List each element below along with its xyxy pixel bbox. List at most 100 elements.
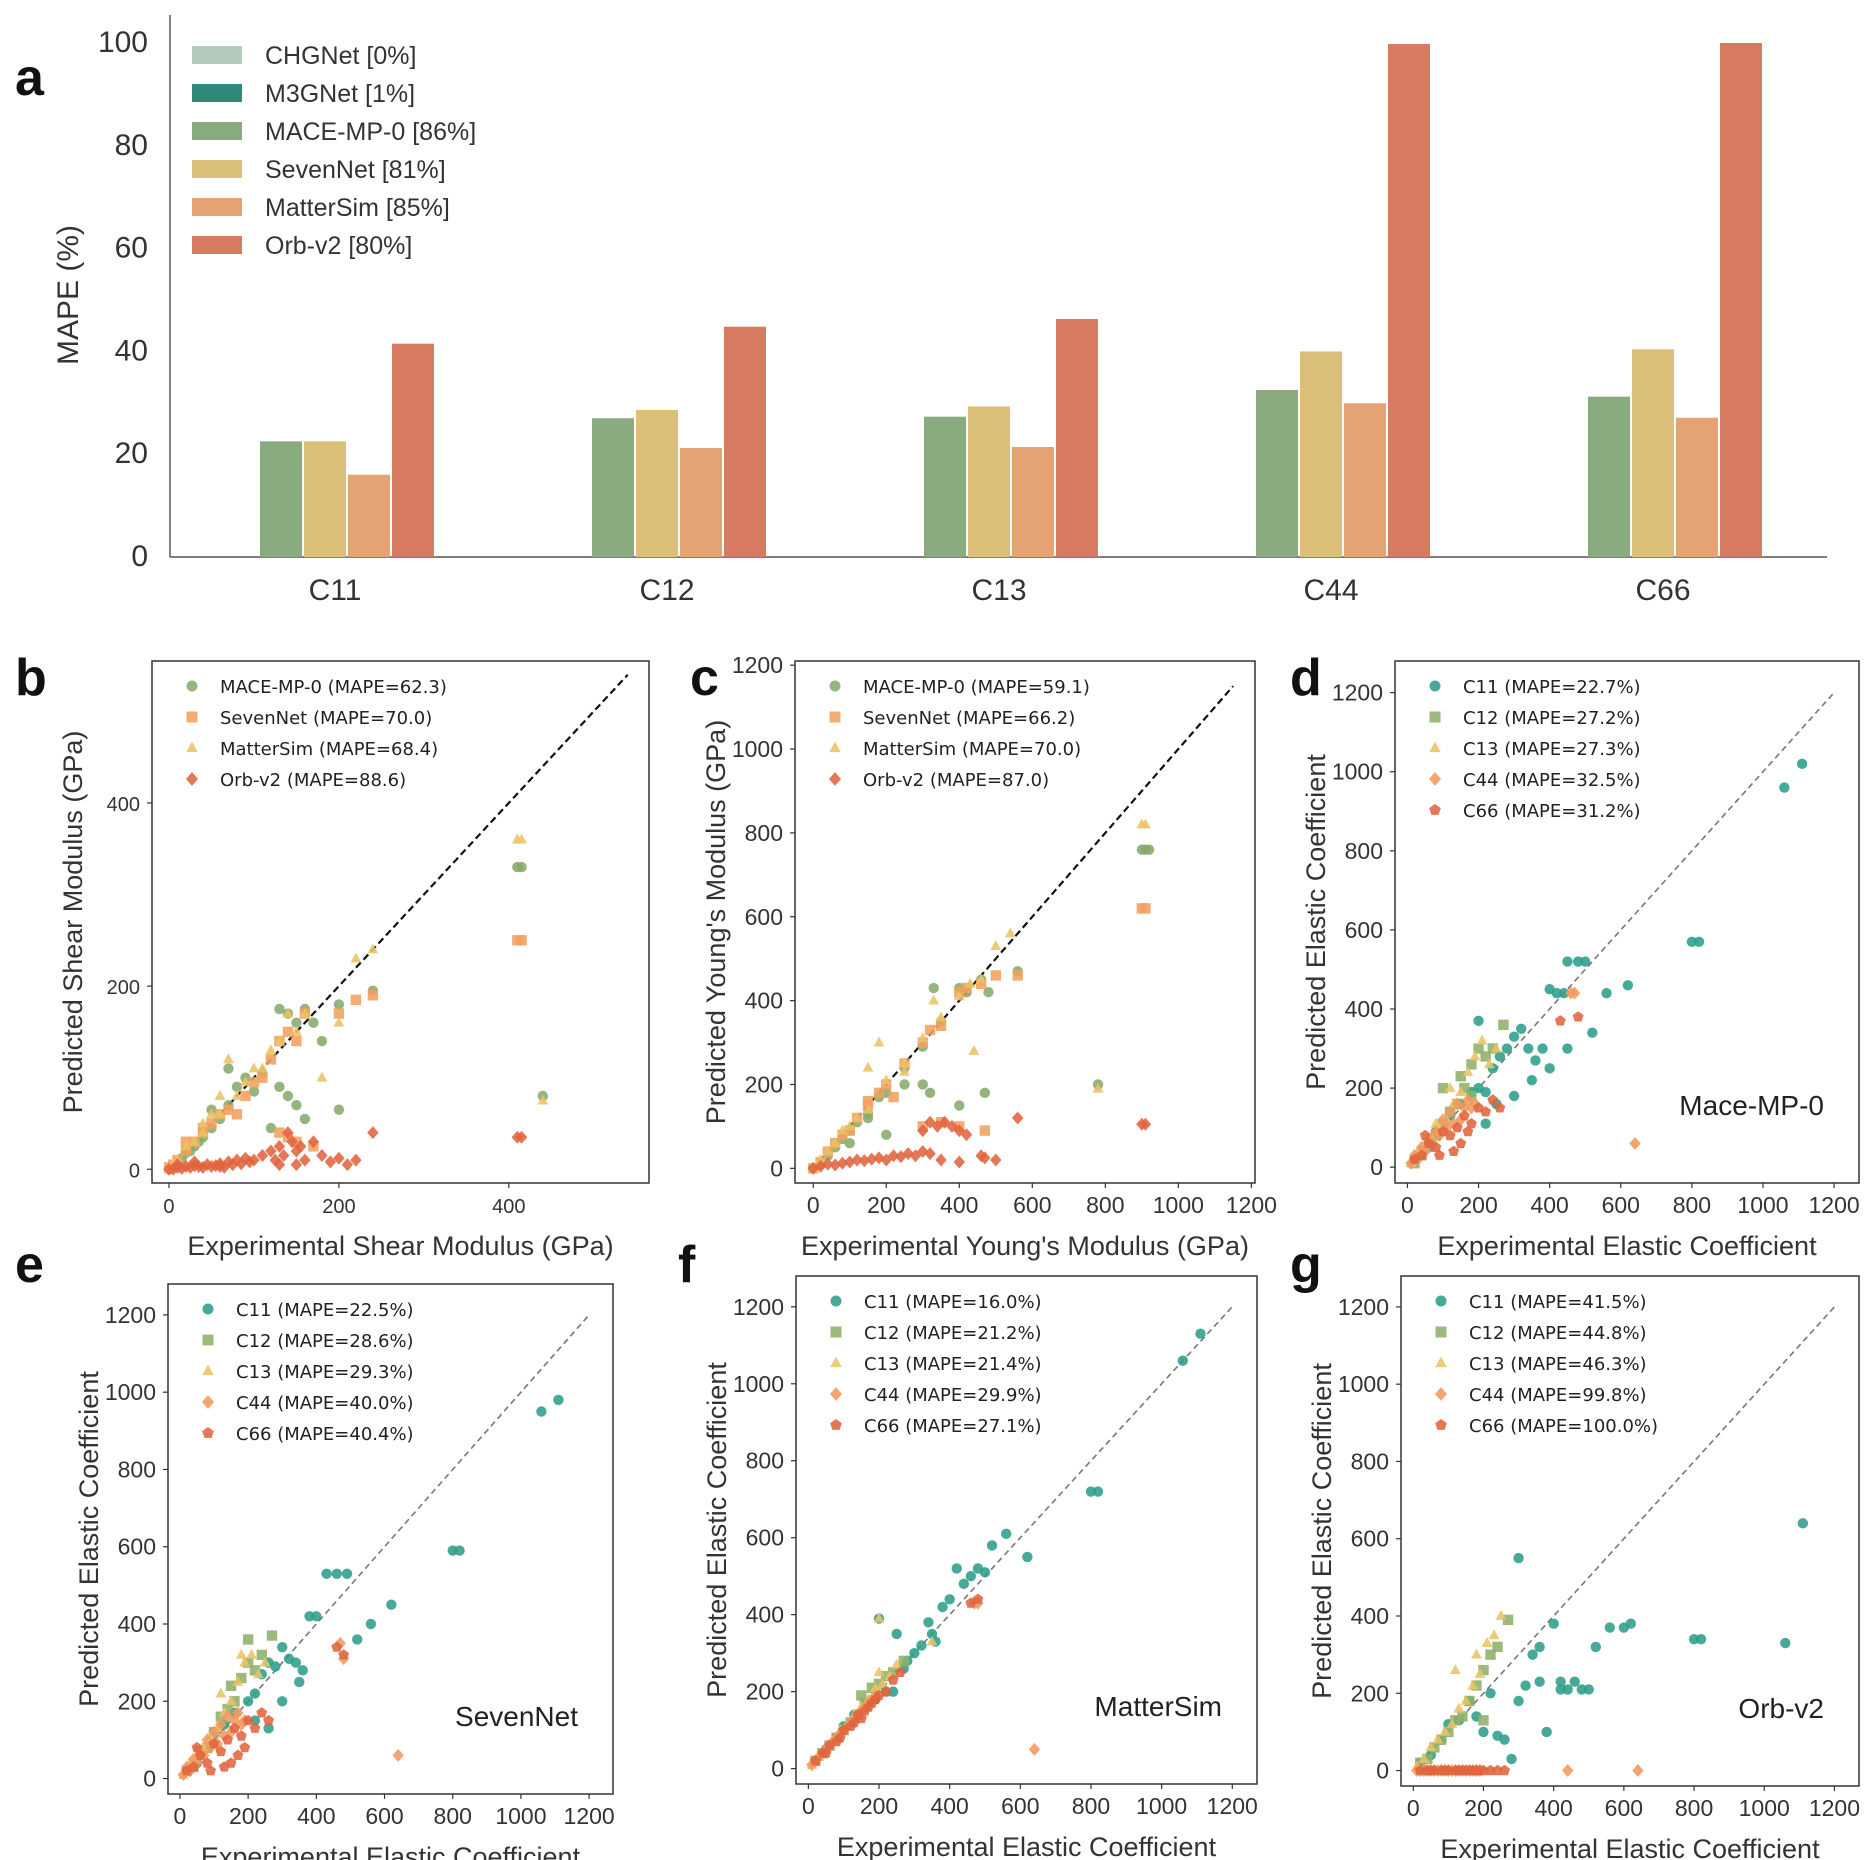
data-point (1480, 1051, 1491, 1062)
data-point (277, 1641, 288, 1653)
x-axis-title: Experimental Shear Modulus (GPa) (187, 1231, 613, 1261)
y-tick-label: 0 (770, 1155, 783, 1181)
data-point (1572, 1011, 1584, 1022)
legend-swatch-a (192, 46, 242, 64)
data-point (829, 1137, 841, 1148)
data-point (273, 1035, 285, 1045)
data-point (341, 1568, 353, 1579)
legend-marker (1435, 1326, 1447, 1338)
panel-label-d: d (1290, 649, 1322, 707)
y-tick-label: 200 (107, 977, 140, 999)
y-tick-label: 600 (1345, 917, 1383, 943)
x-tick-label: 800 (1086, 1192, 1124, 1218)
data-point (917, 1145, 929, 1159)
data-point (1490, 1042, 1502, 1053)
data-point (935, 1011, 947, 1022)
y-tick-label: 0 (771, 1756, 784, 1782)
data-point (229, 1696, 240, 1707)
data-point (225, 1695, 237, 1706)
data-point (225, 1680, 237, 1692)
bar (968, 406, 1010, 557)
legend-entry: Orb-v2 (MAPE=87.0) (863, 770, 1049, 791)
legend-entry: C13 (MAPE=46.3%) (1469, 1354, 1647, 1375)
y-tick-label: 800 (118, 1456, 156, 1482)
y-tick-label: 200 (1351, 1680, 1389, 1706)
data-point (1480, 1118, 1491, 1129)
data-point (307, 1135, 320, 1149)
data-point (851, 1112, 863, 1122)
legend-marker (830, 1326, 842, 1338)
model-label: Orb-v2 (1738, 1693, 1824, 1724)
data-point (386, 1599, 397, 1610)
data-point (917, 1037, 928, 1048)
data-point (1415, 1140, 1428, 1154)
legend-entry: C12 (MAPE=28.6%) (236, 1331, 414, 1352)
data-point (266, 1630, 278, 1641)
data-point (862, 1103, 874, 1114)
data-point (844, 1120, 856, 1131)
data-point (1425, 1764, 1437, 1776)
data-point (282, 1090, 294, 1102)
data-point (1520, 1680, 1531, 1691)
data-point (990, 970, 1001, 981)
data-point (1488, 1629, 1500, 1640)
x-tick-label: 600 (1001, 1793, 1039, 1819)
data-point (1544, 1063, 1555, 1074)
panel-e: e 0 200 400 600 800 1000 1200 0 200 400 600 800 1000 1… (15, 1236, 615, 1860)
bar (1344, 403, 1386, 557)
data-point (291, 1099, 302, 1111)
data-point (891, 1658, 903, 1669)
legend-entry: C13 (MAPE=21.4%) (864, 1354, 1042, 1375)
legend-entry-a: SevenNet [81%] (265, 156, 446, 184)
data-point (331, 1568, 342, 1579)
x-tick-label: 200 (322, 1196, 355, 1218)
data-point (1492, 1764, 1503, 1776)
data-point (953, 1124, 966, 1138)
data-point (1443, 1726, 1454, 1738)
data-point (201, 1757, 213, 1768)
x-tick-label: 800 (434, 1803, 472, 1829)
data-point (862, 1061, 874, 1072)
y-tick-label: 600 (745, 904, 783, 930)
data-point (1541, 1726, 1552, 1738)
data-point (891, 1628, 902, 1640)
data-point (877, 1677, 889, 1688)
x-axis-title: Experimental Elastic Coefficient (1440, 1834, 1820, 1860)
data-point (1508, 1031, 1520, 1042)
data-point (365, 1618, 377, 1630)
data-point (1462, 1066, 1474, 1077)
data-point (1562, 956, 1573, 967)
data-point (274, 1127, 285, 1138)
data-point (1523, 1043, 1534, 1054)
data-point (352, 1634, 363, 1645)
data-point (197, 1117, 209, 1128)
x-tick-label: 200 (229, 1803, 267, 1829)
data-point (232, 1749, 244, 1760)
data-point (1140, 903, 1151, 914)
x-tick-label: 600 (1602, 1192, 1640, 1218)
data-point (265, 1144, 277, 1158)
data-point (242, 1714, 254, 1726)
x-tick-label-a: C13 (971, 574, 1026, 607)
data-point (188, 1155, 201, 1169)
data-point (231, 1090, 243, 1100)
data-point (1458, 1110, 1470, 1121)
plot-frame (1400, 1275, 1860, 1787)
x-tick-label-a: C44 (1303, 574, 1358, 607)
data-point (294, 1139, 307, 1153)
legend-marker (1429, 711, 1441, 723)
data-point (979, 1151, 991, 1165)
legend-entry: C44 (MAPE=29.9%) (864, 1385, 1042, 1406)
data-point (1629, 1136, 1641, 1150)
data-point (191, 1741, 203, 1753)
plot-frame (795, 1275, 1258, 1785)
data-point (1449, 1664, 1461, 1674)
data-point (229, 1722, 240, 1733)
data-point (232, 1675, 244, 1686)
x-axis-title: Experimental Elastic Coefficient (837, 1832, 1217, 1860)
data-point (880, 1074, 892, 1085)
data-point (1437, 1082, 1449, 1094)
data-point (222, 1734, 234, 1745)
panel-c: c 0 200 400 600 800 1000 1200 0 200 400 600 800 1000 1… (690, 649, 1277, 1261)
